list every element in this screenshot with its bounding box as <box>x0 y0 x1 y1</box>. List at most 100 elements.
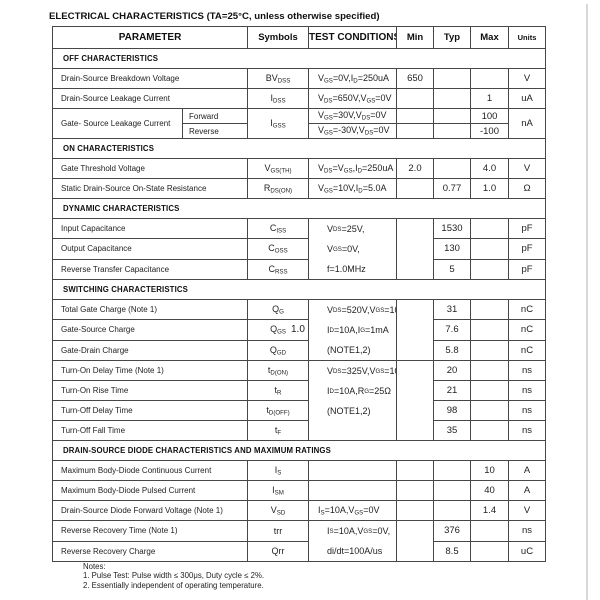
cell-units: nC <box>508 298 546 321</box>
subscript: D(OFF) <box>268 409 290 417</box>
cell-sym: CISS <box>247 217 309 240</box>
cell-units: A <box>508 480 546 501</box>
cell-sym: tF <box>247 420 309 441</box>
spec-row: Turn-On Delay Time (Note 1) tD(ON) V DS =325… <box>52 360 546 441</box>
subscript: GS <box>324 129 333 137</box>
spec-row: Drain-Source Diode Forward Voltage (Note… <box>52 500 546 521</box>
cell-param: Output Capacitance <box>52 238 248 260</box>
cell-cond: VGS=0V,ID=250uA <box>308 68 397 89</box>
cell-typ <box>433 158 471 179</box>
cell-typ <box>433 68 471 89</box>
cell-units: nC <box>508 339 546 362</box>
condition-line: di/dt=100A/us <box>327 546 383 556</box>
section-row: ON CHARACTERISTICS <box>52 138 546 159</box>
subscript: GS <box>375 367 385 375</box>
cell-max <box>470 420 509 441</box>
cell-max: 40 <box>470 480 509 501</box>
subscript: G <box>360 326 365 334</box>
spec-row: Total Gate Charge (Note 1) QG V DS =520V,V GS… <box>52 298 546 361</box>
subscript: DSS <box>272 97 286 105</box>
cell-param: Reverse Transfer Capacitance <box>52 258 248 281</box>
cell-cond <box>308 460 397 481</box>
cell-sym: COSS <box>247 238 309 260</box>
cell-max <box>470 380 509 401</box>
col-header-parameter: PARAMETER <box>52 26 248 49</box>
cell-max <box>470 298 509 321</box>
spec-row: Turn-On Rise Time tR 21 ns <box>52 380 546 401</box>
subscript: DS <box>333 225 342 233</box>
electrical-characteristics-table: PARAMETER Symbols TEST CONDITIONS Min Ty… <box>52 26 546 562</box>
cell-sym: BVDSS <box>247 68 309 89</box>
cell-param: Gate-Source Charge <box>52 319 248 341</box>
subscript: GS <box>363 527 373 535</box>
cell-min <box>396 360 434 441</box>
cell-units: nC <box>508 319 546 341</box>
cell-sym: IS <box>247 460 309 481</box>
cell-typ: 7.6 <box>433 319 471 341</box>
cell-units: ns <box>508 360 546 381</box>
cell-max <box>470 520 509 542</box>
subscript: G <box>279 308 284 316</box>
subscript: D <box>357 167 363 175</box>
condition-line: I D =10A,I G =1mA <box>327 325 389 335</box>
subscript: R <box>277 389 282 397</box>
subscript: S <box>320 509 325 517</box>
notes-label: Notes: <box>83 562 106 571</box>
condition-line: VDS=325V,VGS=10V, <box>327 366 396 376</box>
cell-param: Drain-Source Leakage Current <box>52 88 248 109</box>
page-title: ELECTRICAL CHARACTERISTICS (TA=25°C, unl… <box>49 11 380 22</box>
cell-cond: VDS=VGS,ID=250uA <box>308 158 397 179</box>
cell-param: Reverse Recovery Charge <box>52 540 248 562</box>
cell-cond: IS=10A,VGS=0V <box>308 500 397 521</box>
cell-cond: VDS=325V,VGS=10V, ID=10A,RG=25Ω (NOTE1,2) <box>308 360 397 441</box>
condition-line: VDS=520V,VGS=10V, <box>327 305 396 315</box>
cell-param: Gate- Source Leakage Current <box>52 108 183 139</box>
cell-param: Turn-Off Fall Time <box>52 420 248 441</box>
cell-units: ns <box>508 520 546 542</box>
col-header-units: Units <box>508 26 546 49</box>
cell-max <box>470 360 509 381</box>
cell-typ: 1530 <box>433 217 471 240</box>
cell-units: ns <box>508 420 546 441</box>
cell-param: Turn-On Delay Time (Note 1) <box>52 360 248 381</box>
cell-param: Turn-On Rise Time <box>52 380 248 401</box>
col-header-test-conditions: TEST CONDITIONS <box>308 26 397 49</box>
spec-row: Reverse Recovery Charge Qrr 8.5 uC <box>52 540 546 562</box>
cell-param: Gate-Drain Charge <box>52 339 248 362</box>
cell-units: V <box>508 158 546 179</box>
cell-max: 100 <box>470 108 509 124</box>
cell-typ: 31 <box>433 298 471 321</box>
cell-max: 10 <box>470 460 509 481</box>
cell-units: V <box>508 68 546 89</box>
subscript: GS <box>333 245 342 253</box>
subscript: GS <box>354 509 364 517</box>
subscript: DS <box>364 129 374 137</box>
cell-max <box>470 339 509 362</box>
cell-min <box>396 108 434 124</box>
cell-max: -100 <box>470 123 509 139</box>
cell-min <box>396 299 434 361</box>
cell-typ: 0.77 <box>433 178 471 199</box>
cell-typ: 21 <box>433 380 471 401</box>
subscript: D <box>329 326 334 334</box>
cell-cond: VDS=650V,VGS=0V <box>308 88 397 109</box>
cell-units: ns <box>508 380 546 401</box>
spec-table-body: OFF CHARACTERISTICS Drain-Source Breakdow… <box>52 48 546 562</box>
cell-min <box>396 88 434 109</box>
spec-table: PARAMETER Symbols TEST CONDITIONS Min Ty… <box>52 26 546 562</box>
cell-min: 650 <box>396 68 434 89</box>
subscript: GS <box>343 167 353 175</box>
cell-cond: V DS =25V, V GS =0V, f=1.0MHz <box>308 218 397 280</box>
subscript: S <box>277 469 282 477</box>
cell-max <box>470 238 509 260</box>
cell-param: Gate Threshold Voltage <box>52 158 248 179</box>
subscript: GS <box>324 114 333 122</box>
section-row: DYNAMIC CHARACTERISTICS <box>52 198 546 219</box>
condition-line: (NOTE1,2) <box>327 345 371 355</box>
cell-min <box>396 218 434 280</box>
subscript: DS <box>333 306 342 314</box>
cell-typ: 98 <box>433 400 471 421</box>
cell-typ <box>433 500 471 521</box>
cell-cond: VGS=30V,VDS=0V <box>308 108 397 124</box>
cell-cond: VGS=10V,ID=5.0A <box>308 178 397 199</box>
